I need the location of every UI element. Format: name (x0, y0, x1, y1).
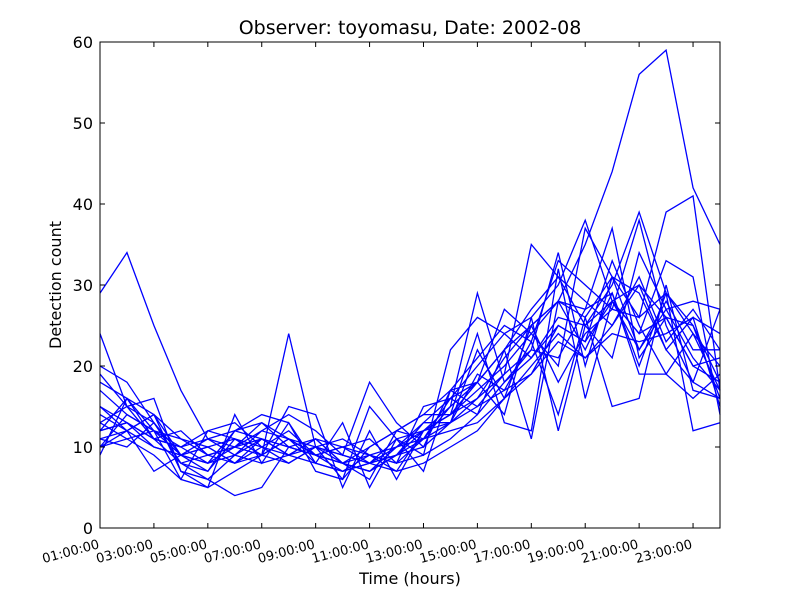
y-tick-label: 0 (83, 519, 93, 538)
x-tick-label: 07:00:00 (202, 537, 262, 567)
y-tick-label: 50 (73, 114, 93, 133)
y-tick-label: 30 (73, 276, 93, 295)
series-line-8 (99, 299, 721, 464)
x-tick-label: 19:00:00 (526, 537, 586, 567)
x-tick-label: 15:00:00 (418, 537, 478, 567)
x-tick-label: 05:00:00 (149, 537, 209, 567)
series-line-15 (99, 284, 721, 473)
chart-title: Observer: toyomasu, Date: 2002-08 (239, 17, 582, 39)
series-line-1 (99, 48, 721, 464)
y-tick-label: 40 (73, 195, 93, 214)
y-axis-label: Detection count (46, 221, 65, 349)
series-line-10 (99, 275, 721, 473)
x-axis-label: Time (hours) (358, 569, 461, 588)
series-line-4 (99, 259, 721, 465)
series-line-14 (99, 268, 721, 481)
y-axis: 0 10 20 30 40 50 60 (73, 33, 720, 538)
series-line-13 (99, 226, 720, 464)
x-tick-label: 11:00:00 (310, 537, 370, 567)
series-line-20 (99, 300, 721, 464)
x-tick-label: 01:00:00 (41, 537, 101, 567)
y-tick-label: 10 (73, 438, 93, 457)
x-tick-label: 03:00:00 (95, 537, 155, 567)
x-tick-label: 23:00:00 (634, 537, 694, 567)
x-tick-label: 09:00:00 (256, 537, 316, 567)
x-axis: 01:00:0003:00:0005:00:0007:00:0009:00:00… (41, 42, 694, 567)
series-line-16 (99, 250, 721, 497)
y-tick-label: 60 (73, 33, 93, 52)
series-line-12 (99, 258, 721, 489)
x-tick-label: 13:00:00 (364, 537, 424, 567)
series-layer (99, 48, 721, 497)
series-line-5 (99, 243, 721, 473)
y-tick-label: 20 (73, 357, 93, 376)
x-tick-label: 17:00:00 (472, 537, 532, 567)
x-tick-label: 21:00:00 (580, 537, 640, 567)
series-line-19 (99, 316, 721, 473)
